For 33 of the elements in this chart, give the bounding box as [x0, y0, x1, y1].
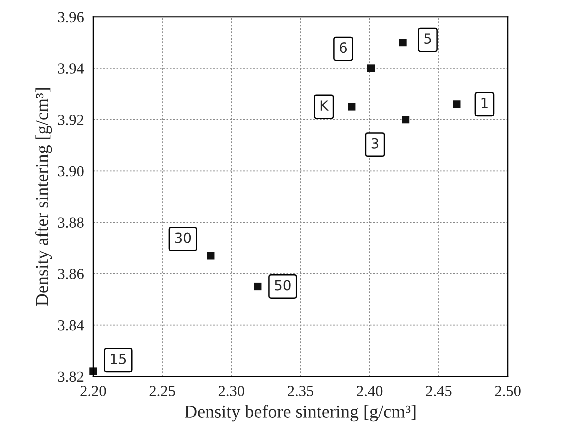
y-tick-label: 3.90: [58, 166, 84, 177]
point: [399, 38, 407, 47]
x-tick-label: 2.40: [357, 386, 383, 396]
y-tick-label: 3.84: [58, 320, 84, 331]
point: [90, 368, 98, 376]
x-tick-label: 2.25: [150, 386, 176, 396]
annotation: 50: [275, 280, 291, 291]
x-tick-label: 2.45: [426, 386, 452, 396]
y-tick-label: 3.92: [58, 115, 84, 126]
x-tick-label: 2.20: [80, 386, 106, 396]
y-axis-title: Density after sintering [g/cm³]: [36, 88, 52, 306]
x-tick-label: 2.35: [288, 386, 314, 396]
y-tick-label: 3.86: [58, 269, 84, 280]
point: [453, 100, 461, 108]
annotation: K: [320, 100, 329, 111]
x-tick-label: 2.30: [218, 386, 244, 396]
point: [348, 103, 356, 111]
point: [207, 252, 215, 260]
annotation: 3: [372, 138, 379, 149]
y-tick-label: 3.94: [58, 64, 84, 74]
y-tick-label: 3.96: [58, 12, 84, 23]
annotation: 6: [340, 42, 348, 54]
y-tick-label: 3.88: [58, 218, 84, 228]
y-tick-label: 3.82: [58, 372, 84, 382]
annotation: 15: [111, 354, 126, 364]
point: [367, 64, 376, 72]
x-tick-label: 2.50: [495, 386, 521, 396]
x-axis-title: Density before sintering [g/cm³]: [185, 405, 416, 422]
annotation: 30: [175, 232, 192, 244]
annotation: 1: [482, 98, 488, 108]
annotation: 5: [424, 34, 432, 44]
point: [402, 116, 410, 124]
point: [254, 282, 262, 291]
